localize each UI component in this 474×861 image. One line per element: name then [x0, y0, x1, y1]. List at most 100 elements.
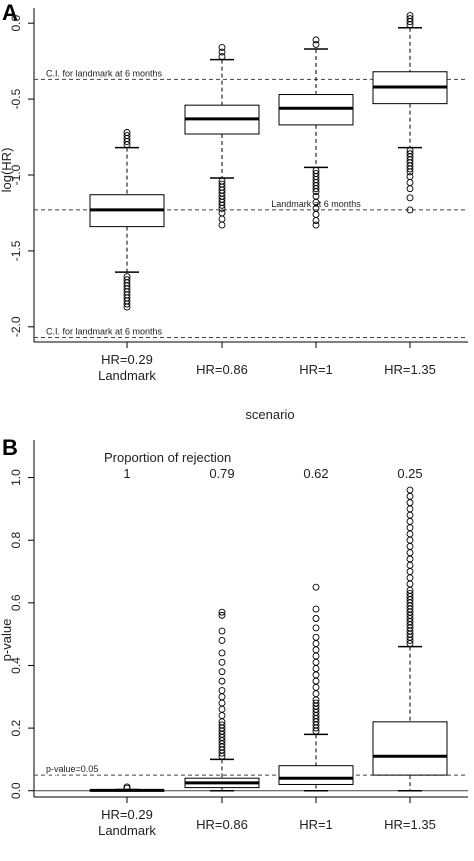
panel-b-y-axis-label: p-value	[0, 619, 14, 662]
outlier-point	[312, 605, 320, 613]
outlier-point	[406, 517, 414, 525]
outlier-point	[218, 668, 226, 676]
outlier-point	[312, 36, 320, 44]
x-tick-label-line1: HR=0.29	[101, 352, 153, 367]
x-tick-label: HR=0.86	[196, 362, 248, 377]
outlier-point	[218, 48, 226, 56]
outlier-point	[406, 179, 414, 187]
outlier-point	[312, 211, 320, 218]
outlier-point	[218, 658, 226, 666]
outlier-point	[406, 589, 414, 597]
panel-b-plot-area: 0.0 0.2 0.4 0.6 0.8 1.0 p-value=0.05 HR=0.29Lan…	[9, 440, 468, 838]
box-1	[89, 783, 165, 792]
y-tick-label: -2.0	[9, 316, 23, 337]
outlier-point	[218, 677, 226, 685]
box-1	[89, 129, 165, 311]
outlier-point	[312, 221, 320, 229]
outlier-point	[312, 188, 320, 196]
outlier-point	[406, 15, 414, 23]
y-tick-label: -1.0	[9, 164, 23, 185]
outlier-point	[406, 555, 414, 563]
outlier-point	[218, 204, 226, 212]
outlier-point	[218, 608, 226, 616]
x-tick-label: HR=1	[299, 362, 333, 377]
reference-line-label: C.I. for landmark at 6 months	[46, 326, 163, 336]
outlier-point	[218, 627, 226, 635]
outlier-point	[406, 165, 414, 173]
outlier-point	[406, 530, 414, 538]
x-tick-label: HR=0.86	[196, 817, 248, 832]
outlier-point	[406, 173, 414, 180]
y-tick-label: 0.0	[9, 782, 23, 799]
outlier-point	[218, 636, 226, 644]
x-tick-label: Landmark	[98, 368, 156, 383]
panel-a-y-axis-label: log(HR)	[0, 148, 14, 193]
outlier-point	[312, 217, 320, 224]
outlier-point	[312, 633, 320, 641]
panel-a-letter: A	[2, 0, 18, 25]
y-tick-label: 0.8	[9, 532, 23, 549]
reference-line-label: C.I. for landmark at 6 months	[46, 68, 163, 78]
outlier-point	[218, 44, 226, 51]
outlier-point	[312, 683, 320, 691]
outlier-point	[312, 677, 320, 685]
panel-a-x-axis-label: scenario	[245, 407, 294, 422]
x-tick-label: HR=1.35	[384, 817, 436, 832]
x-tick-label-line1: HR=0.29	[101, 807, 153, 822]
outlier-point	[406, 499, 414, 507]
x-tick-label: HR=1	[299, 817, 333, 832]
reference-line-label: p-value=0.05	[46, 764, 98, 774]
outlier-point	[123, 129, 131, 136]
outlier-point	[406, 206, 414, 214]
box-4	[372, 12, 448, 214]
outlier-point	[218, 611, 226, 619]
outlier-point	[123, 303, 131, 311]
outlier-point	[312, 671, 320, 679]
y-tick-label: -1.5	[9, 240, 23, 261]
outlier-point	[312, 185, 320, 193]
proportion-label: 0.62	[303, 466, 328, 481]
outlier-point	[218, 699, 226, 707]
outlier-point	[406, 568, 414, 575]
proportion-label: 0.79	[209, 466, 234, 481]
outlier-point	[312, 652, 320, 660]
y-tick-label: 0.6	[9, 594, 23, 611]
outlier-point	[312, 699, 320, 707]
panel-a-plot-area: 0.0 -0.5 -1.0 -1.5 -2.0 C.I. for landmark at …	[9, 8, 468, 383]
outlier-point	[218, 687, 226, 694]
y-tick-label: 1.0	[9, 469, 23, 486]
outlier-point	[312, 640, 320, 648]
outlier-point	[406, 524, 414, 532]
reference-line-label: Landmark at 6 months	[271, 199, 361, 209]
outlier-point	[312, 583, 320, 591]
outlier-point	[406, 536, 414, 544]
outlier-point	[406, 574, 414, 582]
outlier-point	[123, 300, 131, 308]
outlier-point	[312, 646, 320, 654]
x-tick-label: Landmark	[98, 823, 156, 838]
y-tick-label: 0.4	[9, 657, 23, 674]
outlier-point	[406, 194, 414, 202]
panel-b-annotation-title: Proportion of rejection	[104, 450, 231, 465]
outlier-point	[218, 721, 226, 729]
outlier-point	[123, 783, 131, 791]
box-iqr	[278, 765, 354, 785]
panel-a: A log(HR) scenario 0.0 -0.5 -1.0 -1.5 -2.0 C.…	[0, 0, 468, 422]
panel-b-letter: B	[2, 435, 18, 460]
outlier-point	[218, 693, 226, 701]
outlier-point	[312, 665, 320, 673]
outlier-point	[406, 185, 414, 193]
outlier-point	[218, 649, 226, 657]
box-3	[278, 583, 354, 792]
outlier-point	[218, 712, 226, 720]
outlier-point	[123, 132, 131, 139]
outlier-point	[312, 40, 320, 48]
outlier-point	[406, 168, 414, 176]
outlier-point	[218, 221, 226, 229]
y-tick-label: 0.2	[9, 719, 23, 736]
box-4	[372, 486, 448, 792]
outlier-point	[406, 580, 414, 588]
outlier-point	[218, 215, 226, 223]
outlier-point	[312, 658, 320, 666]
